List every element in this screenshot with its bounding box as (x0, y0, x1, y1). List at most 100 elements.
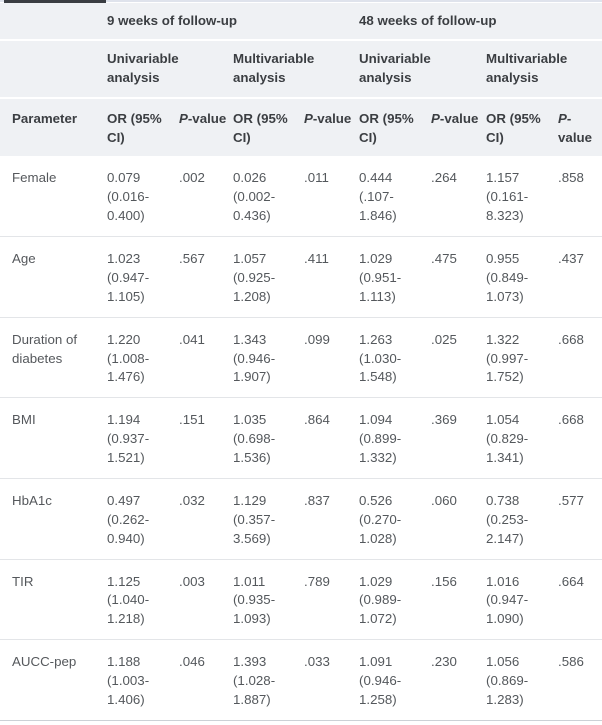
p-value-cell: .032 (179, 478, 233, 560)
or-ci-cell: 1.056 (0.869-1.283) (486, 640, 559, 721)
p-value-cell: .586 (558, 640, 602, 721)
or-ci-column-header: OR (95% CI) (107, 98, 179, 157)
analysis-group-header-univariable-9w: Univariable analysis (107, 40, 233, 99)
p-italic: P (431, 110, 440, 126)
table-row-tir: TIR 1.125 (1.040-1.218) .003 1.011 (0.93… (0, 559, 602, 641)
corner-cell (0, 3, 107, 41)
p-rest: -value (312, 110, 352, 126)
or-ci-cell: 1.157 (0.161-8.323) (486, 156, 559, 237)
p-value-column-header: P-value (558, 98, 602, 157)
or-ci-cell: 1.393 (1.028-1.887) (233, 640, 304, 721)
or-ci-cell: 1.194 (0.937-1.521) (107, 398, 179, 479)
p-value-cell: .475 (431, 237, 487, 318)
or-ci-cell: 1.011 (0.935-1.093) (233, 559, 304, 641)
or-ci-cell: 1.016 (0.947-1.090) (486, 559, 559, 641)
p-value-column-header: P-value (431, 98, 487, 157)
parameter-cell: HbA1c (0, 478, 107, 560)
parameter-cell: BMI (0, 398, 107, 479)
or-ci-cell: 1.322 (0.997-1.752) (486, 317, 559, 399)
p-value-cell: .668 (558, 398, 602, 479)
p-value-cell: .858 (558, 156, 602, 237)
or-ci-cell: 1.263 (1.030-1.548) (359, 317, 432, 399)
or-ci-cell: 1.125 (1.040-1.218) (107, 559, 179, 641)
p-rest: -value (439, 110, 479, 126)
p-value-cell: .264 (431, 156, 487, 237)
or-ci-cell: 0.738 (0.253-2.147) (486, 478, 559, 560)
analysis-group-header-univariable-48w: Univariable analysis (359, 40, 487, 99)
table-row-bmi: BMI 1.194 (0.937-1.521) .151 1.035 (0.69… (0, 398, 602, 479)
table-row-aucc-pep: AUCC-pep 1.188 (1.003-1.406) .046 1.393 … (0, 640, 602, 721)
or-ci-cell: 0.526 (0.270-1.028) (359, 478, 432, 560)
or-ci-column-header: OR (95% CI) (486, 98, 559, 157)
or-ci-cell: 1.029 (0.951-1.113) (359, 237, 432, 318)
p-value-cell: .567 (179, 237, 233, 318)
or-ci-cell: 0.079 (0.016-0.400) (107, 156, 179, 237)
parameter-cell: Age (0, 237, 107, 318)
or-ci-cell: 1.057 (0.925-1.208) (233, 237, 304, 318)
or-ci-cell: 1.094 (0.899-1.332) (359, 398, 432, 479)
or-ci-cell: 0.497 (0.262-0.940) (107, 478, 179, 560)
top-dark-segment (4, 0, 106, 3)
p-value-cell: .437 (558, 237, 602, 318)
p-italic: P (179, 110, 188, 126)
or-ci-cell: 0.444 (.107-1.846) (359, 156, 432, 237)
p-value-column-header: P-value (304, 98, 360, 157)
or-ci-cell: 1.023 (0.947-1.105) (107, 237, 179, 318)
p-value-cell: .369 (431, 398, 487, 479)
p-value-cell: .002 (179, 156, 233, 237)
p-value-cell: .837 (304, 478, 360, 560)
p-value-cell: .025 (431, 317, 487, 399)
parameter-cell: Duration of diabetes (0, 317, 107, 399)
followup-group-header-9w: 9 weeks of follow-up (107, 3, 360, 41)
p-value-cell: .099 (304, 317, 360, 399)
or-ci-cell: 1.343 (0.946-1.907) (233, 317, 304, 399)
p-value-cell: .011 (304, 156, 360, 237)
p-italic: P (304, 110, 313, 126)
parameter-cell: Female (0, 156, 107, 237)
p-value-cell: .664 (558, 559, 602, 641)
p-value-cell: .033 (304, 640, 360, 721)
p-value-cell: .151 (179, 398, 233, 479)
p-rest: -value (558, 110, 593, 145)
bottom-spacer (0, 720, 602, 725)
table-row-female: Female 0.079 (0.016-0.400) .002 0.026 (0… (0, 156, 602, 237)
top-light-line (0, 0, 602, 2)
p-value-cell: .041 (179, 317, 233, 399)
or-ci-cell: 1.091 (0.946-1.258) (359, 640, 432, 721)
or-ci-cell: 0.955 (0.849-1.073) (486, 237, 559, 318)
or-ci-cell: 1.054 (0.829-1.341) (486, 398, 559, 479)
or-ci-cell: 1.129 (0.357-3.569) (233, 478, 304, 560)
followup-group-header-48w: 48 weeks of follow-up (359, 3, 602, 41)
column-header-row: Parameter OR (95% CI) P-value OR (95% CI… (0, 98, 602, 157)
table-row-duration-of-diabetes: Duration of diabetes 1.220 (1.008-1.476)… (0, 317, 602, 399)
p-value-cell: .668 (558, 317, 602, 399)
or-ci-column-header: OR (95% CI) (359, 98, 432, 157)
followup-header-row: 9 weeks of follow-up 48 weeks of follow-… (0, 3, 602, 41)
p-value-cell: .046 (179, 640, 233, 721)
table-top-border (0, 0, 602, 3)
p-value-column-header: P-value (179, 98, 233, 157)
analysis-header-row: Univariable analysis Multivariable analy… (0, 40, 602, 99)
or-ci-cell: 1.188 (1.003-1.406) (107, 640, 179, 721)
or-ci-cell: 1.220 (1.008-1.476) (107, 317, 179, 399)
table-row-hba1c: HbA1c 0.497 (0.262-0.940) .032 1.129 (0.… (0, 478, 602, 560)
regression-results-table: 9 weeks of follow-up 48 weeks of follow-… (0, 3, 602, 721)
p-value-cell: .577 (558, 478, 602, 560)
table-row-age: Age 1.023 (0.947-1.105) .567 1.057 (0.92… (0, 237, 602, 318)
p-value-cell: .060 (431, 478, 487, 560)
parameter-cell: TIR (0, 559, 107, 641)
or-ci-cell: 1.029 (0.989-1.072) (359, 559, 432, 641)
or-ci-column-header: OR (95% CI) (233, 98, 304, 157)
or-ci-cell: 0.026 (0.002-0.436) (233, 156, 304, 237)
p-value-cell: .864 (304, 398, 360, 479)
p-value-cell: .411 (304, 237, 360, 318)
analysis-group-header-multivariable-48w: Multivariable analysis (486, 40, 602, 99)
or-ci-cell: 1.035 (0.698-1.536) (233, 398, 304, 479)
parameter-column-header: Parameter (0, 98, 107, 157)
p-value-cell: .230 (431, 640, 487, 721)
p-value-cell: .156 (431, 559, 487, 641)
corner-cell (0, 40, 107, 99)
p-rest: -value (187, 110, 227, 126)
analysis-group-header-multivariable-9w: Multivariable analysis (233, 40, 360, 99)
